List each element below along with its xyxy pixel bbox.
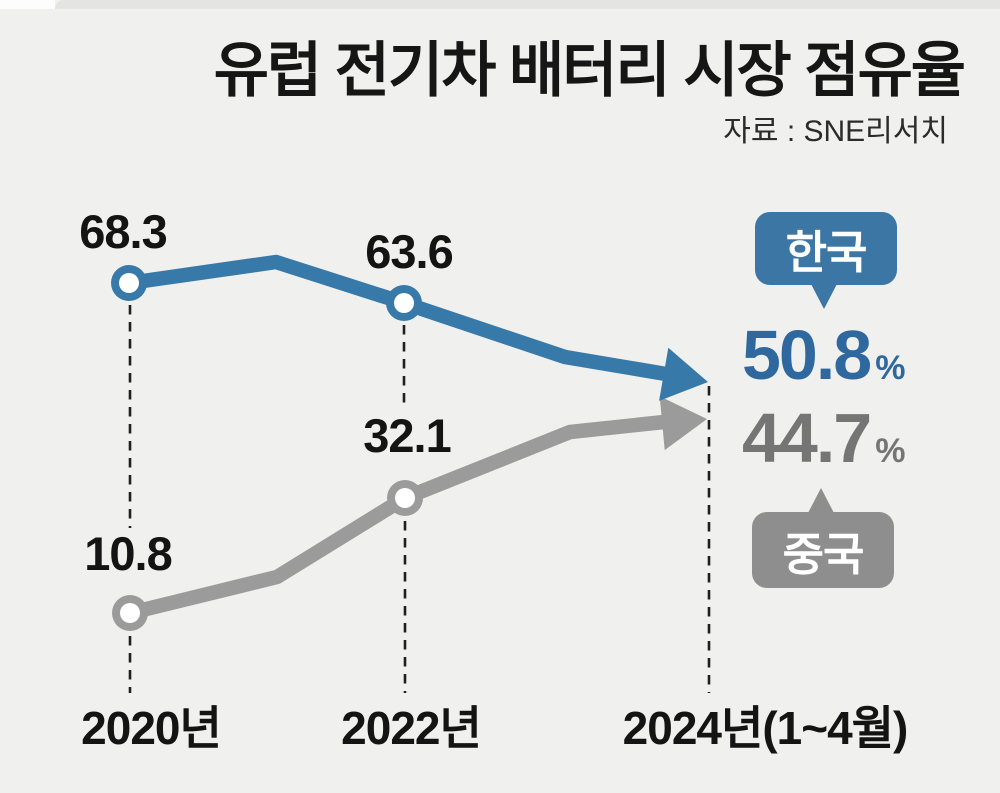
korea-arrowhead-icon bbox=[659, 347, 708, 401]
source-note: 자료 : SNE리서치 bbox=[723, 115, 948, 148]
axis-label-2022: 2022년 bbox=[341, 702, 482, 754]
top-edge-bar bbox=[55, 0, 1000, 9]
korea-legend-label: 한국 bbox=[785, 227, 868, 278]
korea-point-2020-core bbox=[119, 273, 139, 293]
korea-percent-sign: % bbox=[875, 349, 906, 387]
china-value-2020: 10.8 bbox=[84, 527, 172, 580]
page-title: 유럽 전기차 배터리 시장 점유율 bbox=[213, 37, 966, 104]
china-percent-sign: % bbox=[875, 432, 906, 470]
china-legend-bubble: 중국 bbox=[752, 488, 894, 588]
top-edge-white bbox=[0, 0, 55, 9]
korea-bubble-tail-icon bbox=[811, 284, 837, 309]
china-current-share-value: 44.7 bbox=[742, 399, 872, 477]
axis-label-2024: 2024년(1~4월) bbox=[622, 702, 909, 754]
china-legend-label: 중국 bbox=[782, 528, 865, 580]
korea-point-2022-core bbox=[394, 293, 414, 313]
china-point-2022-core bbox=[395, 488, 415, 508]
china-point-2020-core bbox=[120, 603, 140, 623]
korea-current-share: 50.8 % bbox=[742, 320, 905, 390]
axis-label-2020: 2020년 bbox=[81, 702, 222, 754]
china-bubble-tail-icon bbox=[808, 488, 834, 513]
dashed-guides bbox=[128, 305, 711, 693]
china-value-2022: 32.1 bbox=[363, 409, 451, 462]
korea-value-2020: 68.3 bbox=[79, 205, 167, 258]
korea-value-2022: 63.6 bbox=[365, 225, 453, 278]
china-arrowhead-icon bbox=[659, 396, 707, 451]
data-point-markers bbox=[111, 265, 423, 631]
china-current-share: 44.7 % bbox=[742, 403, 905, 473]
korea-legend-bubble: 한국 bbox=[755, 212, 897, 309]
korea-current-share-value: 50.8 bbox=[742, 316, 872, 394]
